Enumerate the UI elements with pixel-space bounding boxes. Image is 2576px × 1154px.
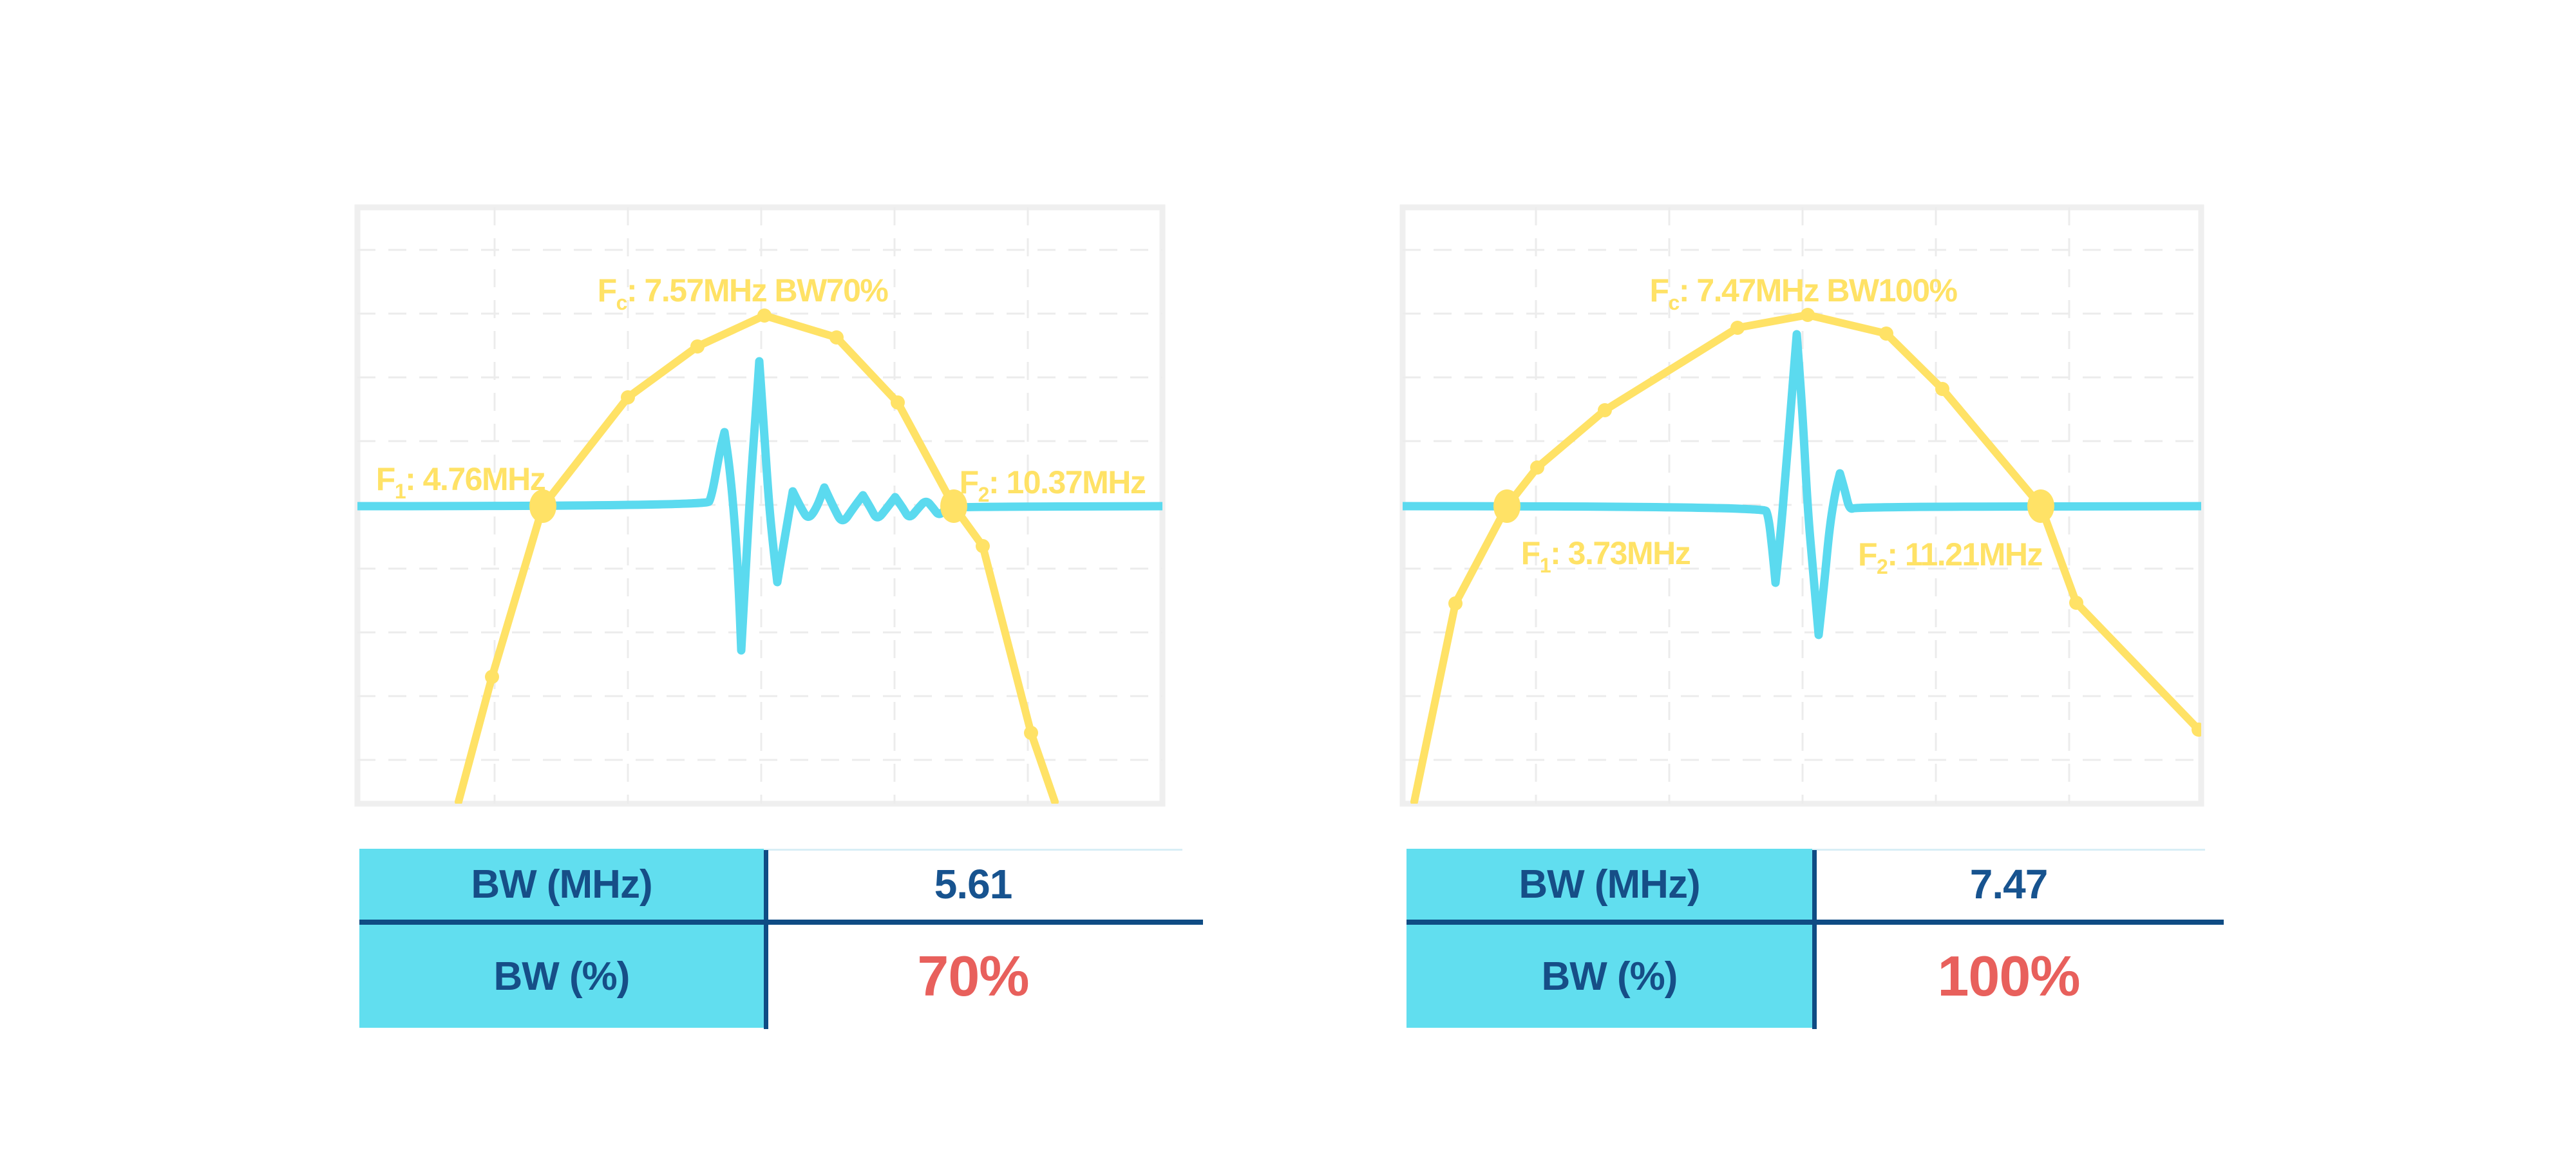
data-point-marker — [690, 339, 705, 354]
fc-annotation: Fc: 7.47MHz BW100% — [1649, 272, 1957, 314]
spectrum-curve — [1410, 311, 2201, 804]
f2-marker — [2027, 489, 2054, 523]
fc-annotation: Fc: 7.57MHz BW70% — [598, 272, 889, 314]
f2-annotation: F2: 10.37MHz — [960, 464, 1146, 506]
f1-marker — [529, 489, 556, 523]
data-point-marker — [1530, 460, 1544, 475]
data-point-marker — [829, 330, 844, 345]
bw-mhz-header: BW (MHz) — [359, 849, 764, 920]
data-point-marker — [485, 670, 499, 684]
bw-mhz-header: BW (MHz) — [1406, 849, 1812, 920]
data-point-marker — [1598, 403, 1612, 417]
bw-table-left: BW (MHz) 5.61 BW (%) 70% — [359, 849, 1203, 1029]
f2-annotation: F2: 11.21MHz — [1858, 536, 2043, 578]
table-column-divider — [1812, 850, 1817, 1029]
table-row: BW (%) 70% — [359, 925, 1203, 1028]
bw-mhz-value: 7.47 — [1812, 849, 2205, 920]
data-point-marker — [1448, 596, 1463, 610]
table-column-divider — [764, 850, 768, 1029]
bw-pct-header: BW (%) — [1406, 925, 1812, 1028]
pulse-waveform — [357, 357, 1162, 655]
data-point-marker — [1879, 326, 1893, 341]
data-point-marker — [1024, 726, 1038, 740]
right-chart: Fc: 7.47MHz BW100% F1: 3.73MHz F2: 11.21MH… — [1399, 204, 2204, 807]
bw-pct-value: 70% — [764, 925, 1182, 1028]
bw-pct-header: BW (%) — [359, 925, 764, 1028]
data-point-marker — [1935, 382, 1949, 396]
data-point-marker — [2069, 596, 2083, 610]
data-point-marker — [891, 395, 905, 410]
bw-mhz-value: 5.61 — [764, 849, 1182, 920]
spectrum-curve — [455, 312, 1059, 804]
data-point-marker — [621, 390, 635, 404]
left-chart: Fc: 7.57MHz BW70% F1: 4.76MHz F2: 10.37MHz — [354, 204, 1166, 807]
bw-pct-value: 100% — [1812, 925, 2205, 1028]
data-point-marker — [1730, 321, 1745, 335]
table-row: BW (%) 100% — [1406, 925, 2224, 1028]
f1-annotation: F1: 4.76MHz — [376, 461, 545, 503]
f1-annotation: F1: 3.73MHz — [1521, 535, 1690, 577]
f2-marker — [940, 489, 967, 523]
value-cell-top-border — [1812, 849, 2205, 851]
table-row: BW (MHz) 7.47 — [1406, 849, 2224, 920]
table-row: BW (MHz) 5.61 — [359, 849, 1203, 920]
value-cell-top-border — [764, 849, 1182, 851]
table-divider-line — [359, 920, 1203, 925]
pulse-waveform — [1403, 330, 2201, 639]
f1-marker — [1493, 489, 1520, 523]
bw-table-right: BW (MHz) 7.47 BW (%) 100% — [1406, 849, 2224, 1029]
data-point-marker — [1801, 308, 1815, 322]
data-point-marker — [2192, 723, 2201, 737]
data-point-marker — [757, 308, 772, 323]
data-point-marker — [976, 539, 990, 553]
